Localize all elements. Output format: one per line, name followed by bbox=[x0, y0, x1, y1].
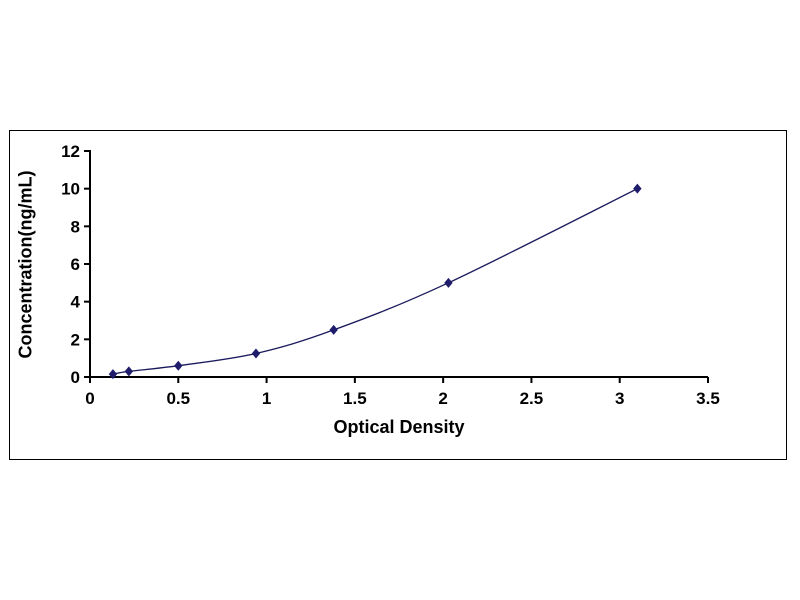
x-tick-label: 2 bbox=[438, 389, 447, 408]
data-point-marker bbox=[174, 360, 183, 371]
data-point-marker bbox=[124, 366, 134, 377]
x-tick-label: 1.5 bbox=[343, 389, 367, 408]
x-tick-label: 1 bbox=[262, 389, 271, 408]
standard-curve-plot: 0 0.5 1 1.5 2 2.5 3 3.5 0 2 4 6 8 10 12 bbox=[61, 142, 720, 408]
y-tick-label: 4 bbox=[71, 293, 81, 312]
y-tick-label: 12 bbox=[61, 142, 80, 161]
elisa-standard-curve-chart: 0 0.5 1 1.5 2 2.5 3 3.5 0 2 4 6 8 10 12 Concentration(… bbox=[9, 130, 787, 460]
y-tick-label: 0 bbox=[71, 368, 80, 387]
x-tick-label: 3.5 bbox=[696, 389, 720, 408]
data-point-marker bbox=[633, 183, 642, 194]
curve-line bbox=[112, 188, 638, 375]
x-tick-label: 0.5 bbox=[166, 389, 190, 408]
data-point-marker bbox=[251, 348, 261, 359]
x-tick-label: 0 bbox=[85, 389, 94, 408]
y-tick-label: 2 bbox=[71, 330, 80, 349]
y-tick-label: 8 bbox=[71, 217, 80, 236]
y-tick-label: 10 bbox=[61, 180, 80, 199]
x-tick-label: 2.5 bbox=[520, 389, 544, 408]
y-tick-label: 6 bbox=[71, 255, 80, 274]
data-point-marker bbox=[444, 277, 453, 288]
data-point-marker bbox=[329, 324, 338, 335]
x-tick-label: 3 bbox=[615, 389, 624, 408]
data-point-marker bbox=[108, 369, 118, 380]
